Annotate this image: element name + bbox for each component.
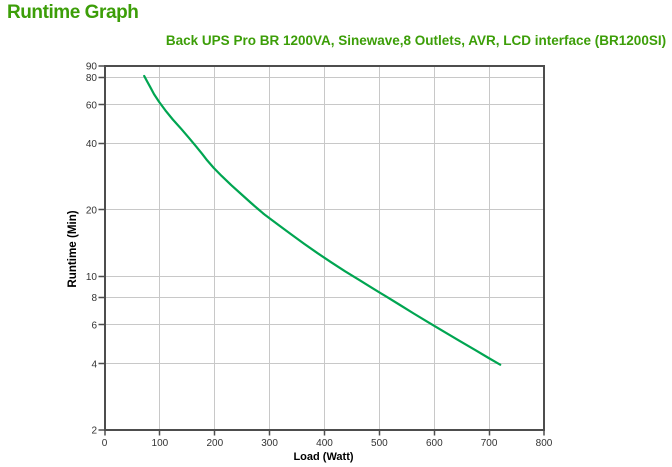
svg-text:400: 400 xyxy=(316,438,333,449)
svg-text:20: 20 xyxy=(86,206,98,217)
svg-text:Runtime (Min): Runtime (Min) xyxy=(66,210,79,287)
svg-text:200: 200 xyxy=(206,438,223,449)
svg-text:6: 6 xyxy=(91,321,97,332)
svg-text:80: 80 xyxy=(86,73,98,84)
svg-text:4: 4 xyxy=(91,359,97,370)
svg-text:100: 100 xyxy=(152,438,169,449)
svg-text:2: 2 xyxy=(91,426,97,437)
svg-text:90: 90 xyxy=(86,62,98,73)
svg-text:500: 500 xyxy=(371,438,388,449)
svg-text:40: 40 xyxy=(86,139,98,150)
svg-text:8: 8 xyxy=(91,293,97,304)
svg-text:300: 300 xyxy=(261,438,278,449)
svg-text:800: 800 xyxy=(536,438,553,449)
svg-text:10: 10 xyxy=(86,272,98,283)
svg-text:600: 600 xyxy=(426,438,443,449)
svg-text:700: 700 xyxy=(481,438,498,449)
svg-text:0: 0 xyxy=(102,438,108,449)
svg-text:60: 60 xyxy=(86,100,98,111)
svg-text:Back UPS Pro BR 1200VA, Sinewa: Back UPS Pro BR 1200VA, Sinewave,8 Outle… xyxy=(166,33,666,48)
svg-text:Load (Watt): Load (Watt) xyxy=(293,451,353,463)
